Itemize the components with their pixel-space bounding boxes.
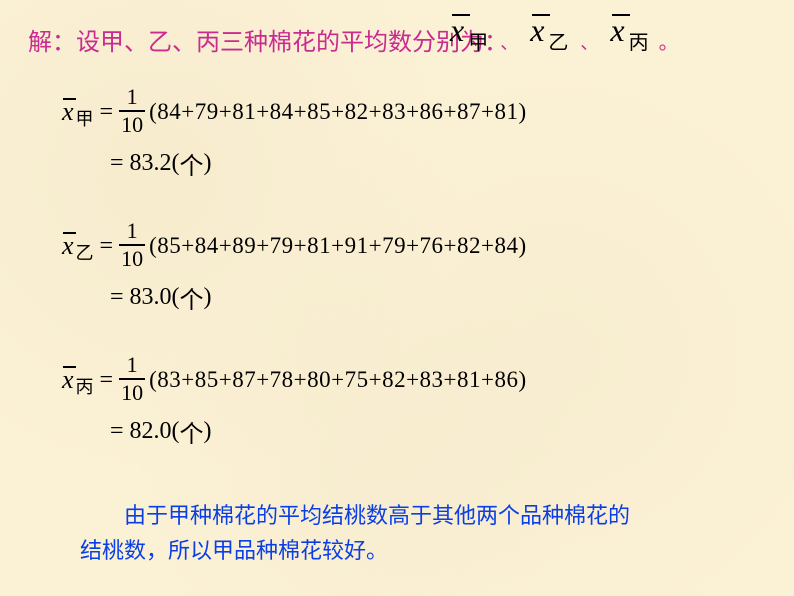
conclusion-text: 由于甲种棉花的平均结桃数高于其他两个品种棉花的 结桃数，所以甲品种棉花较好。: [80, 498, 700, 568]
fraction-yi: 1 10: [119, 220, 145, 270]
sum-yi: (85+84+89+79+81+91+79+76+82+84): [149, 233, 527, 259]
result-jia: = 83.2(个): [110, 146, 527, 181]
sub-bing: 丙: [629, 26, 649, 55]
solution-intro: 解：设甲、乙、丙三种棉花的平均数分别为：: [28, 22, 508, 57]
xbar-eq-jia: x: [62, 97, 74, 127]
conclusion-line1: 由于甲种棉花的平均结桃数高于其他两个品种棉花的: [80, 498, 700, 533]
sub-jia: 甲: [468, 26, 488, 55]
xbar-eq-yi: x: [62, 231, 74, 261]
conclusion-line2: 结桃数，所以甲品种棉花较好。: [80, 533, 700, 568]
intro-period: 。: [659, 26, 679, 55]
variable-list: x 甲 、 x 乙 、 x 丙 。: [450, 12, 679, 49]
separator-1: 、: [500, 29, 518, 55]
result-yi: = 83.0(个): [110, 280, 527, 315]
separator-2: 、: [580, 29, 598, 55]
sub-eq-jia: 甲: [76, 105, 94, 131]
xbar-eq-bing: x: [62, 365, 74, 395]
sub-yi: 乙: [548, 26, 568, 55]
equation-jia: x甲 = 1 10 (84+79+81+84+85+82+83+86+87+81…: [62, 82, 527, 181]
sub-eq-bing: 丙: [76, 373, 94, 399]
fraction-bing: 1 10: [119, 354, 145, 404]
result-bing: = 82.0(个): [110, 414, 527, 449]
equation-bing: x丙 = 1 10 (83+85+87+78+80+75+82+83+81+86…: [62, 350, 527, 449]
sum-bing: (83+85+87+78+80+75+82+83+81+86): [149, 367, 527, 393]
fraction-jia: 1 10: [119, 86, 145, 136]
equals-3: =: [100, 367, 114, 394]
equals-1: =: [100, 99, 114, 126]
equals-2: =: [100, 233, 114, 260]
xbar-jia: x: [450, 12, 464, 49]
xbar-yi: x: [530, 12, 544, 49]
sum-jia: (84+79+81+84+85+82+83+86+87+81): [149, 99, 527, 125]
sub-eq-yi: 乙: [76, 239, 94, 265]
xbar-bing: x: [610, 12, 624, 49]
equation-yi: x乙 = 1 10 (85+84+89+79+81+91+79+76+82+84…: [62, 216, 527, 315]
